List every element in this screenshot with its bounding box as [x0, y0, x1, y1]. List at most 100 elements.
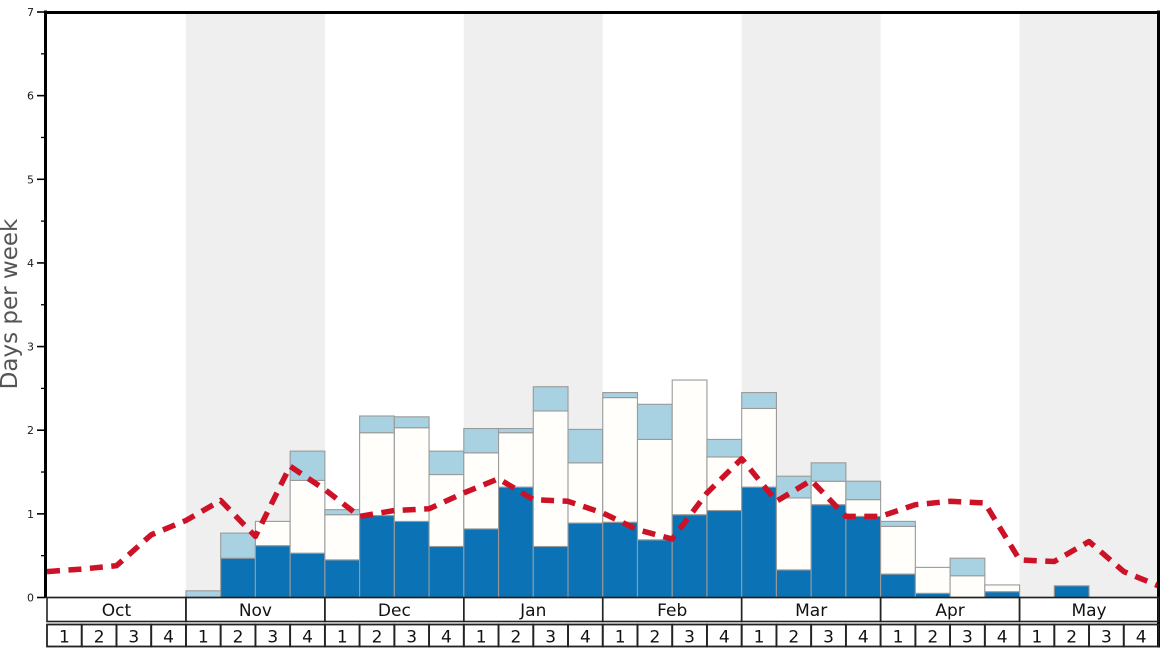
week-number-label: 4: [858, 628, 869, 648]
bar-segment-white: [914, 566, 951, 594]
month-label: Apr: [935, 601, 964, 621]
bar-segment-dark-blue: [845, 515, 882, 599]
bar-segment-dark-blue: [324, 559, 361, 599]
y-tick-label: 4: [27, 257, 34, 270]
week-number-label: 4: [997, 628, 1008, 648]
bar-segment-light-blue: [359, 415, 395, 434]
bar-segment-light-blue: [810, 462, 847, 482]
y-axis-title: Days per week: [0, 218, 23, 389]
week-number-label: 3: [962, 628, 973, 648]
week-number-label: 1: [337, 628, 348, 648]
bar-segment-light-blue: [289, 450, 326, 481]
bar-segment-white: [636, 438, 673, 541]
bar-segment-light-blue: [845, 480, 882, 501]
week-number-label: 2: [927, 628, 938, 648]
trend-line-layer: [46, 455, 1160, 589]
bar-segment-light-blue: [532, 386, 569, 412]
bar-segment-dark-blue: [671, 514, 708, 599]
week-number-label: 2: [649, 628, 660, 648]
week-number-label: 3: [128, 628, 139, 648]
bar-segment-light-blue: [220, 532, 256, 559]
week-number-label: 3: [267, 628, 278, 648]
bar-segment-dark-blue: [706, 509, 743, 599]
month-label: Feb: [657, 601, 687, 621]
week-number-label: 4: [719, 628, 730, 648]
month-label: Mar: [795, 601, 827, 621]
bar-segment-light-blue: [880, 520, 916, 527]
week-number-label: 2: [511, 628, 522, 648]
week-number-label: 3: [823, 628, 834, 648]
bars-layer: [185, 379, 1090, 599]
month-cell: [1018, 596, 1160, 623]
y-tick-label: 0: [27, 592, 34, 605]
week-cell: [1122, 623, 1160, 648]
bar-segment-dark-blue: [602, 521, 639, 599]
month-shading-layer: [185, 13, 1159, 598]
bar-segment-white: [602, 397, 639, 523]
bar-segment-light-blue: [775, 475, 812, 499]
bar-segment-white: [324, 514, 361, 561]
bar-segment-light-blue: [428, 450, 465, 476]
week-number-label: 4: [1136, 628, 1147, 648]
y-tick-label: 2: [27, 424, 34, 437]
month-label: Jan: [519, 601, 546, 621]
week-number-label: 1: [754, 628, 765, 648]
bar-segment-light-blue: [463, 427, 500, 454]
bar-segment-light-blue: [602, 392, 639, 399]
week-number-label: 1: [198, 628, 209, 648]
bar-segment-dark-blue: [880, 573, 916, 599]
bar-segment-white: [532, 410, 569, 548]
bar-segment-dark-blue: [532, 545, 569, 599]
bar-segment-white: [984, 584, 1021, 593]
bar-segment-light-blue: [949, 557, 986, 577]
week-number-label: 1: [1032, 628, 1043, 648]
month-label: Dec: [378, 601, 411, 621]
week-number-label: 3: [684, 628, 695, 648]
week-number-label: 2: [372, 628, 383, 648]
bar-segment-dark-blue: [289, 552, 326, 599]
bar-segment-dark-blue: [567, 522, 604, 599]
bar-segment-white: [497, 432, 534, 488]
shaded-month-band: [1019, 13, 1159, 598]
week-number-label: 1: [893, 628, 904, 648]
bar-segment-light-blue: [636, 403, 673, 440]
bar-segment-white: [428, 473, 465, 548]
bar-segment-dark-blue: [984, 591, 1021, 599]
bar-segment-dark-blue: [741, 486, 777, 599]
bar-segment-white: [393, 427, 430, 522]
y-tick-label: 1: [27, 508, 34, 521]
bar-segment-light-blue: [741, 392, 777, 410]
month-label: Nov: [239, 601, 272, 621]
week-number-label: 2: [1066, 628, 1077, 648]
week-number-label: 2: [94, 628, 105, 648]
bar-segment-white: [359, 432, 395, 517]
week-number-label: 1: [59, 628, 70, 648]
week-number-label: 4: [163, 628, 174, 648]
bar-segment-white: [567, 462, 604, 524]
bar-segment-light-blue: [497, 427, 534, 434]
bar-segment-dark-blue: [775, 569, 812, 599]
y-tick-label: 3: [27, 341, 34, 354]
week-number-label: 4: [302, 628, 313, 648]
bar-segment-light-blue: [185, 590, 222, 599]
bar-segment-dark-blue: [359, 514, 395, 599]
red-dashed-trend-line: [46, 455, 1160, 589]
bar-segment-white: [741, 407, 777, 488]
bar-segment-dark-blue: [636, 539, 673, 599]
month-label: Oct: [102, 601, 132, 621]
week-number-label: 2: [233, 628, 244, 648]
week-number-label: 2: [788, 628, 799, 648]
week-number-label: 3: [545, 628, 556, 648]
y-tick-label: 6: [27, 90, 34, 103]
week-number-label: 3: [1101, 628, 1112, 648]
week-number-label: 4: [580, 628, 591, 648]
week-number-label: 4: [441, 628, 452, 648]
bar-segment-light-blue: [393, 416, 430, 429]
bar-segment-white: [775, 497, 812, 571]
y-tick-label: 7: [27, 6, 34, 19]
week-number-label: 1: [615, 628, 626, 648]
y-tick-label: 5: [27, 173, 34, 186]
month-label: May: [1071, 601, 1106, 621]
bar-segment-dark-blue: [220, 557, 256, 599]
